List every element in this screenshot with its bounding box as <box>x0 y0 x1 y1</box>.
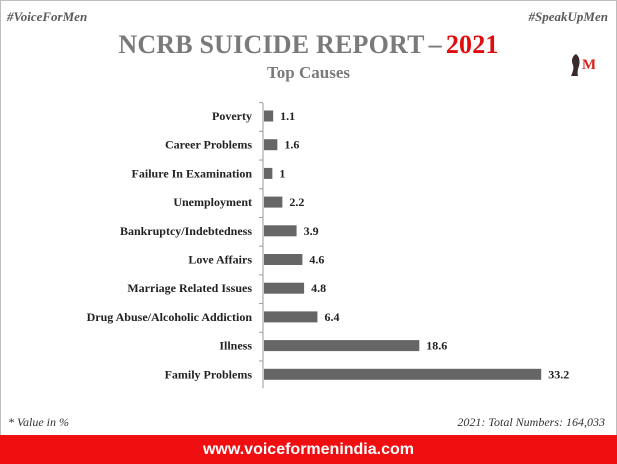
hashtag-speakupmen: #SpeakUpMen <box>528 9 608 24</box>
category-label: Career Problems <box>165 138 252 152</box>
logo-letter: M <box>582 57 595 73</box>
category-label: Drug Abuse/Alcoholic Addiction <box>87 310 253 324</box>
voiceformen-logo-icon: M <box>571 54 595 76</box>
bar-marriage-related-issues <box>264 282 305 294</box>
bar-love-affairs <box>264 254 303 265</box>
website-link[interactable]: www.voiceformenindia.com <box>202 441 414 458</box>
category-label: Poverty <box>212 109 252 123</box>
bar-career-problems <box>264 139 278 151</box>
bar-family-problems <box>264 368 542 380</box>
bar-unemployment <box>264 196 283 208</box>
category-label: Unemployment <box>173 195 252 209</box>
bar-failure-in-examination <box>264 167 273 179</box>
chart-frame <box>0 0 617 436</box>
value-unit-note: * Value in % <box>8 415 69 429</box>
value-label: 33.2 <box>548 367 569 381</box>
title-year: 2021 <box>445 30 499 59</box>
value-label: 6.4 <box>324 310 339 324</box>
value-label: 4.8 <box>311 281 326 295</box>
chart-layer: Poverty 1.1 Career Problems 1.6 Failure In E… <box>87 102 569 389</box>
bar-illness <box>264 340 420 352</box>
category-label: Bankruptcy/Indebtedness <box>120 224 252 238</box>
value-label: 18.6 <box>426 339 447 353</box>
value-label: 2.2 <box>289 195 304 209</box>
value-label: 3.9 <box>304 224 319 238</box>
chart-title: NCRB SUICIDE REPORT –2021 <box>0 30 617 60</box>
value-label: 4.6 <box>309 253 324 267</box>
value-label: 1 <box>279 166 285 180</box>
value-label: 1.1 <box>280 109 295 123</box>
total-numbers: 2021: Total Numbers: 164,033 <box>457 415 605 429</box>
title-main: NCRB SUICIDE REPORT <box>118 30 425 59</box>
hashtag-voiceformen: #VoiceForMen <box>7 9 88 24</box>
category-label: Illness <box>219 339 252 353</box>
title-dash: – <box>428 30 442 59</box>
bar-drug-abuse-alcoholic-addiction <box>264 311 318 323</box>
website-banner[interactable]: www.voiceformenindia.com <box>0 435 617 464</box>
category-label: Love Affairs <box>188 253 252 267</box>
category-label: Family Problems <box>165 367 253 381</box>
bar-chart: Poverty 1.1 Career Problems 1.6 Failure In E… <box>87 102 569 389</box>
chart-subtitle: Top Causes <box>267 63 350 82</box>
bar-poverty <box>264 110 274 122</box>
category-label: Failure In Examination <box>132 166 253 180</box>
bar-bankruptcy-indebtedness <box>264 225 297 237</box>
value-label: 1.6 <box>284 138 299 152</box>
category-label: Marriage Related Issues <box>127 281 252 295</box>
